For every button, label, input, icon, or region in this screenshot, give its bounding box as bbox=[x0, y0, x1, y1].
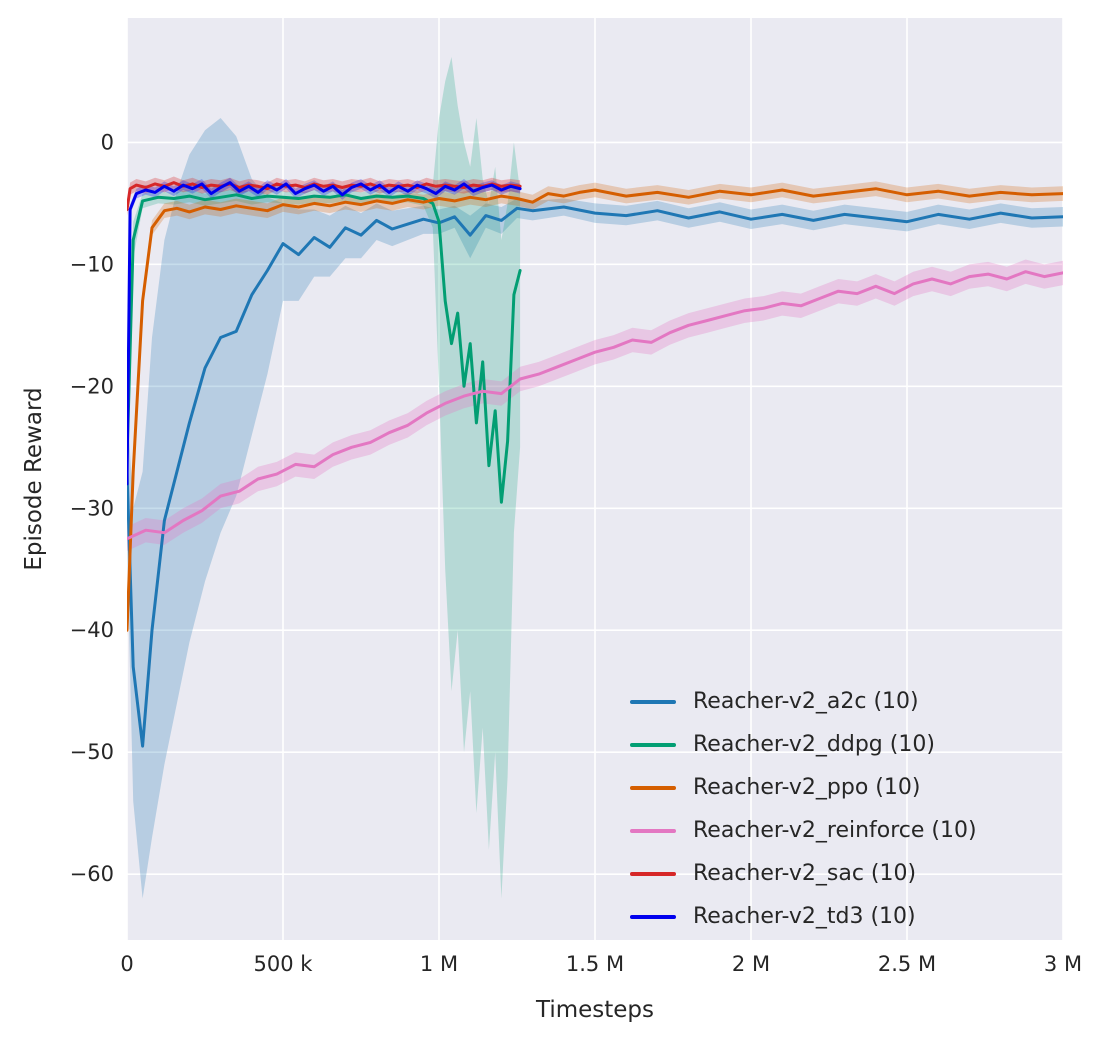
legend: Reacher-v2_a2c (10) Reacher-v2_ddpg (10)… bbox=[630, 680, 977, 938]
legend-label-td3: Reacher-v2_td3 (10) bbox=[693, 904, 916, 929]
legend-item-reinforce: Reacher-v2_reinforce (10) bbox=[630, 809, 977, 852]
legend-item-ddpg: Reacher-v2_ddpg (10) bbox=[630, 723, 977, 766]
svg-text:500 k: 500 k bbox=[254, 952, 314, 976]
svg-text:−30: −30 bbox=[70, 496, 114, 520]
svg-text:−10: −10 bbox=[70, 252, 114, 276]
legend-item-sac: Reacher-v2_sac (10) bbox=[630, 852, 977, 895]
svg-text:2.5 M: 2.5 M bbox=[878, 952, 936, 976]
svg-text:1 M: 1 M bbox=[420, 952, 458, 976]
ppo-line-swatch bbox=[630, 785, 676, 790]
legend-label-a2c: Reacher-v2_a2c (10) bbox=[693, 689, 919, 714]
legend-item-a2c: Reacher-v2_a2c (10) bbox=[630, 680, 977, 723]
legend-label-ppo: Reacher-v2_ppo (10) bbox=[693, 775, 921, 800]
svg-text:−60: −60 bbox=[70, 862, 114, 886]
svg-text:2 M: 2 M bbox=[732, 952, 770, 976]
svg-text:−20: −20 bbox=[70, 374, 114, 398]
legend-label-ddpg: Reacher-v2_ddpg (10) bbox=[693, 732, 935, 757]
svg-text:1.5 M: 1.5 M bbox=[566, 952, 624, 976]
ddpg-line-swatch bbox=[630, 742, 676, 747]
x-axis-label: Timesteps bbox=[535, 997, 655, 1023]
svg-text:0: 0 bbox=[120, 952, 133, 976]
svg-text:−40: −40 bbox=[70, 618, 114, 642]
svg-text:−50: −50 bbox=[70, 740, 114, 764]
svg-text:3 M: 3 M bbox=[1044, 952, 1082, 976]
legend-item-ppo: Reacher-v2_ppo (10) bbox=[630, 766, 977, 809]
td3-line-swatch bbox=[630, 914, 676, 919]
a2c-line-swatch bbox=[630, 699, 676, 704]
legend-label-sac: Reacher-v2_sac (10) bbox=[693, 861, 917, 886]
legend-label-reinforce: Reacher-v2_reinforce (10) bbox=[693, 818, 977, 843]
sac-line-swatch bbox=[630, 871, 676, 876]
legend-item-td3: Reacher-v2_td3 (10) bbox=[630, 895, 977, 938]
y-axis-label: Episode Reward bbox=[21, 387, 47, 571]
svg-text:0: 0 bbox=[101, 130, 114, 154]
reinforce-line-swatch bbox=[630, 828, 676, 833]
